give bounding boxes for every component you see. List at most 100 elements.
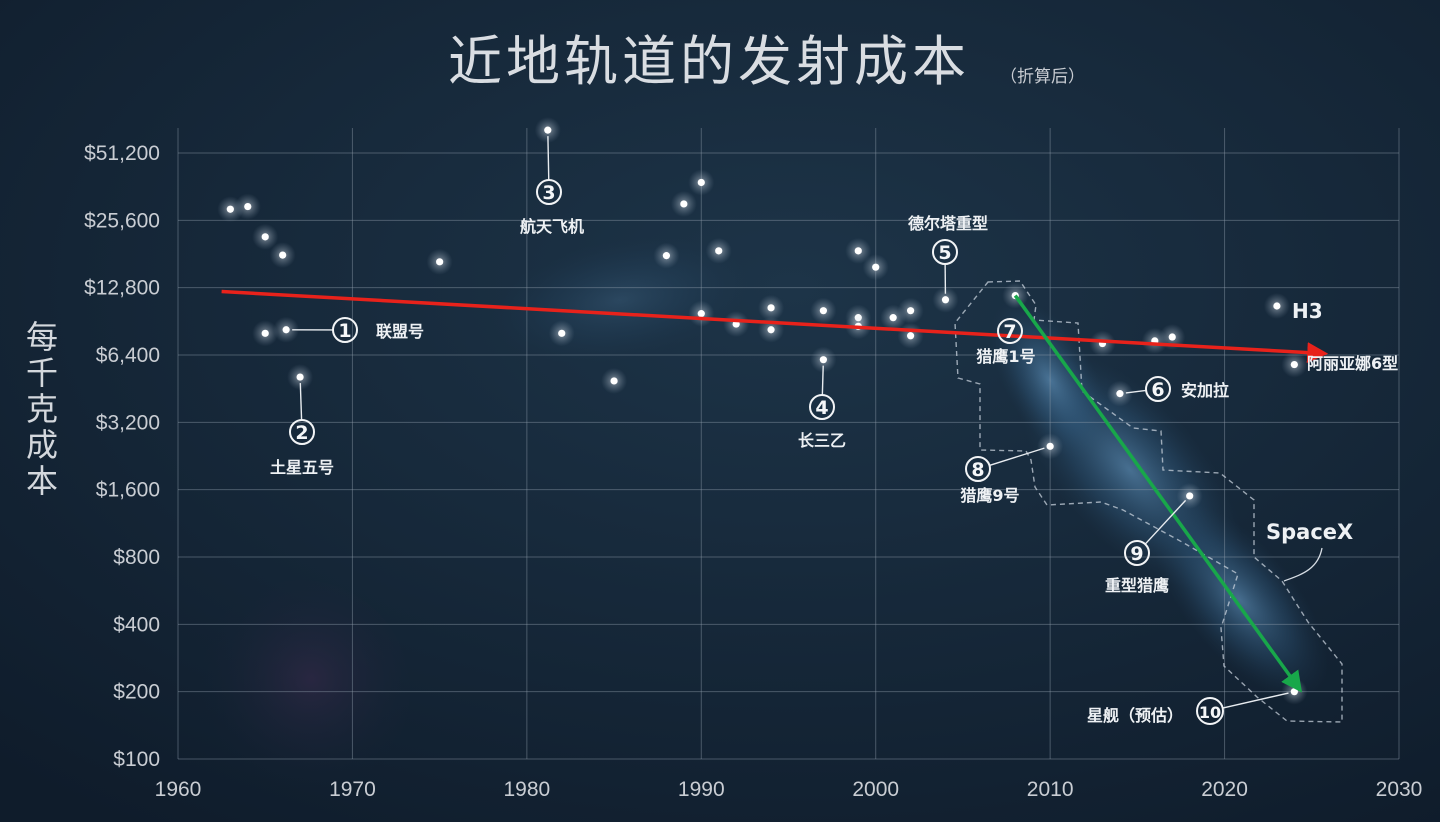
x-tick-labels: 1960 1970 1980 1990 2000 2010 2020 2030 <box>155 778 1423 801</box>
annotation-2: 2 土星五号 <box>270 383 334 477</box>
y-tick-label: $6,400 <box>96 344 160 367</box>
y-tick-label: $12,800 <box>84 277 160 300</box>
annotation-leader <box>1144 499 1187 545</box>
chart-subtitle: （折算后） <box>1000 67 1085 87</box>
annotation-number: 9 <box>1130 543 1143 565</box>
data-point <box>723 311 750 338</box>
annotation-circle <box>1196 697 1224 725</box>
annotation-leader <box>821 365 824 396</box>
y-axis-label-char: 成 <box>26 426 58 464</box>
label-h3: H3 <box>1292 299 1323 323</box>
data-point <box>426 248 453 275</box>
data-point <box>1263 292 1290 319</box>
annotation-circle <box>289 419 315 445</box>
x-tick-label: 1970 <box>329 778 376 801</box>
annotation-label: 航天飞机 <box>520 217 584 236</box>
data-point <box>234 193 261 220</box>
y-tick-label: $800 <box>113 546 160 569</box>
annotation-number: 3 <box>542 182 555 204</box>
annotation-1: 1 联盟号 <box>292 317 424 343</box>
data-point <box>1106 380 1133 407</box>
annotation-number: 2 <box>295 422 308 444</box>
data-point <box>897 322 924 349</box>
y-axis-label-char: 本 <box>26 462 58 500</box>
annotation-label: 重型猎鹰 <box>1105 576 1169 595</box>
annotation-5: 5 德尔塔重型 <box>908 214 988 294</box>
annotations: 1 联盟号 2 土星五号 3 航天飞机 4 长三乙 5 德尔塔重型 6 安加拉 7 猎鹰1号 8 猎鹰9号 9 重… <box>270 136 1289 725</box>
data-point <box>758 294 785 321</box>
annotation-4: 4 长三乙 <box>798 365 846 450</box>
y-tick-label: $100 <box>113 748 160 771</box>
annotation-label: 猎鹰9号 <box>960 486 1019 505</box>
data-point <box>688 169 715 196</box>
x-tick-label: 1990 <box>678 778 725 801</box>
data-point <box>1002 282 1029 309</box>
data-point <box>252 320 279 347</box>
data-point <box>897 297 924 324</box>
annotation-circle <box>997 318 1023 344</box>
annotation-label: 星舰（预估） <box>1087 706 1183 725</box>
annotation-label: 安加拉 <box>1181 381 1229 400</box>
data-point <box>670 190 697 217</box>
annotation-leader <box>1222 692 1289 709</box>
annotation-leader <box>547 136 550 181</box>
annotation-8: 8 猎鹰9号 <box>960 447 1045 505</box>
annotation-label: 土星五号 <box>270 458 334 477</box>
data-point <box>252 223 279 250</box>
annotation-label: 联盟号 <box>376 322 424 341</box>
annotation-circle <box>536 179 562 205</box>
x-tick-label: 1980 <box>503 778 550 801</box>
spacex-label: SpaceX <box>1266 520 1353 544</box>
y-tick-label: $1,600 <box>96 479 160 502</box>
annotation-number: 1 <box>338 320 351 342</box>
data-point <box>269 242 296 269</box>
data-point <box>287 364 314 391</box>
annotation-number: 4 <box>815 397 828 419</box>
data-point <box>862 254 889 281</box>
data-point <box>273 316 300 343</box>
annotation-number: 7 <box>1003 321 1016 343</box>
chart-title: 近地轨道的发射成本 <box>448 30 970 93</box>
annotation-label: 长三乙 <box>798 431 846 450</box>
data-point <box>705 237 732 264</box>
annotation-label: 猎鹰1号 <box>976 347 1035 366</box>
planet-decoration <box>190 580 410 800</box>
annotation-label: 德尔塔重型 <box>908 214 988 233</box>
annotation-circle <box>965 456 991 482</box>
annotation-number: 8 <box>971 459 984 481</box>
data-point <box>810 346 837 373</box>
x-tick-label: 2010 <box>1027 778 1074 801</box>
annotation-circle <box>332 317 358 343</box>
data-point <box>1037 433 1064 460</box>
annotation-9: 9 重型猎鹰 <box>1105 499 1187 595</box>
y-axis-label-char: 克 <box>26 390 58 428</box>
x-tick-label: 2000 <box>852 778 899 801</box>
annotation-leader <box>1125 389 1147 394</box>
data-point <box>1281 351 1308 378</box>
annotation-circle <box>1145 376 1171 402</box>
annotation-3: 3 航天飞机 <box>520 136 584 236</box>
y-tick-label: $400 <box>113 613 160 636</box>
y-axis-label-char: 每 <box>26 318 58 356</box>
data-point <box>810 297 837 324</box>
annotation-circle <box>1124 540 1150 566</box>
annotation-circle <box>932 239 958 265</box>
y-tick-label: $200 <box>113 681 160 704</box>
annotation-number: 5 <box>938 242 951 264</box>
data-point <box>1089 330 1116 357</box>
y-tick-label: $25,600 <box>84 209 160 232</box>
label-ariane6: 阿丽亚娜6型 <box>1307 354 1398 373</box>
y-tick-label: $51,200 <box>84 142 160 165</box>
data-point <box>548 320 575 347</box>
annotation-number: 6 <box>1151 379 1164 401</box>
annotation-leader <box>989 447 1045 467</box>
x-tick-label: 2020 <box>1201 778 1248 801</box>
annotation-6: 6 安加拉 <box>1125 376 1229 402</box>
x-tick-label: 2030 <box>1376 778 1423 801</box>
data-point <box>601 367 628 394</box>
data-point <box>932 286 959 313</box>
y-axis-label-char: 千 <box>26 354 58 392</box>
